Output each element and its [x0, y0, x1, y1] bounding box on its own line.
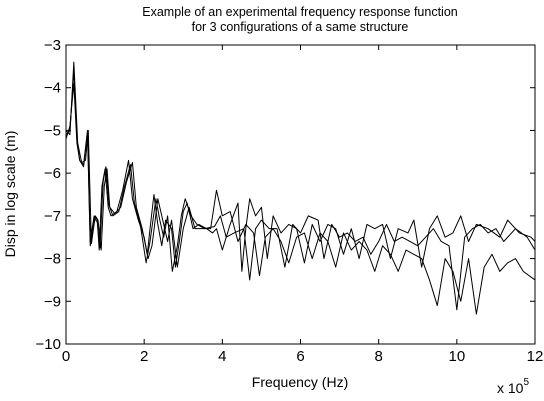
- series-line-3: [65, 61, 536, 315]
- x-tick-label-1: 2: [140, 348, 148, 365]
- y-tick-label-7: −3: [44, 37, 61, 54]
- chart-title-line-2: for 3 configurations of a same structure: [192, 20, 409, 34]
- plot-area-border: [65, 44, 536, 345]
- x-tick-label-4: 8: [374, 348, 382, 365]
- x-tick-label-0: 0: [62, 348, 70, 365]
- y-tick-label-5: −5: [44, 122, 61, 139]
- series-line-1: [65, 70, 536, 272]
- y-tick-label-6: −4: [44, 80, 61, 97]
- y-tick-label-0: −10: [36, 336, 61, 353]
- y-tick-label-4: −6: [44, 165, 61, 182]
- chart-title-line-1: Example of an experimental frequency res…: [142, 5, 458, 19]
- series-layer: [65, 61, 536, 315]
- x-tick-label-3: 6: [296, 348, 304, 365]
- x-tick-label-2: 4: [218, 348, 226, 365]
- y-tick-label-3: −7: [44, 208, 61, 225]
- y-axis-label: Disp in log scale (m): [2, 131, 18, 258]
- y-tick-label-1: −9: [44, 293, 61, 310]
- x-axis-multiplier-exponent: 5: [523, 377, 529, 388]
- x-tick-label-5: 10: [448, 348, 465, 365]
- x-tick-label-6: 12: [527, 348, 544, 365]
- x-axis-label: Frequency (Hz): [252, 374, 348, 390]
- y-tick-label-2: −8: [44, 251, 61, 268]
- x-axis-multiplier-base: x 10: [497, 380, 524, 396]
- x-axis-multiplier: x 105: [497, 377, 529, 396]
